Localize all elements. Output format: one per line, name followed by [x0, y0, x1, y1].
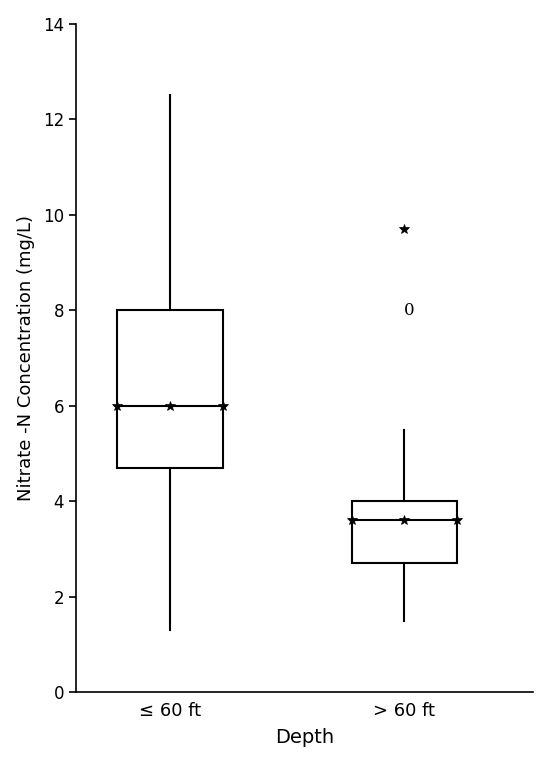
Bar	[351, 501, 457, 563]
X-axis label: Depth: Depth	[275, 728, 334, 747]
Text: 0: 0	[404, 302, 414, 319]
Bar	[117, 310, 223, 468]
Y-axis label: Nitrate -N Concentration (mg/L): Nitrate -N Concentration (mg/L)	[16, 215, 35, 501]
